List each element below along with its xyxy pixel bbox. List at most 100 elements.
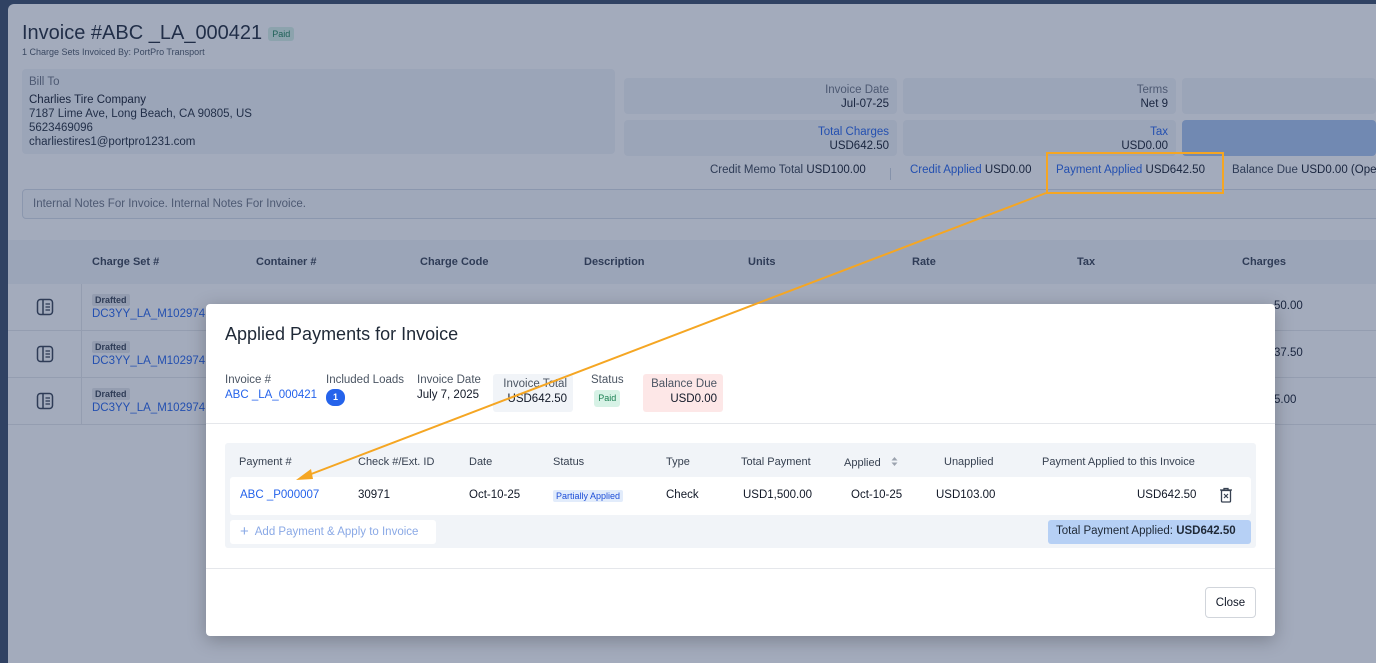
charge-set-link[interactable]: DC3YY_LA_M102974 [92, 308, 206, 320]
charge-amount: 37.50 [1274, 347, 1303, 359]
status-badge: Drafted [92, 294, 130, 306]
payment-applied-link[interactable]: Payment Applied [1056, 164, 1143, 176]
col-unapplied: Unapplied [944, 456, 994, 468]
status-badge: Drafted [92, 341, 130, 353]
charge-amount: 5.00 [1274, 394, 1297, 406]
status-badge: Drafted [92, 388, 130, 400]
balance-due-value: USD0.00 [670, 393, 717, 405]
terms-value: Net 9 [1140, 98, 1169, 110]
close-button[interactable]: Close [1205, 587, 1256, 618]
invoice-subtitle: 1 Charge Sets Invoiced By: PortPro Trans… [22, 47, 205, 57]
page-title: Invoice #ABC _LA_000421 Paid [22, 22, 295, 45]
charge-set-link[interactable]: DC3YY_LA_M102974 [92, 355, 206, 367]
document-icon [36, 298, 53, 316]
charge-amount: 50.00 [1274, 300, 1303, 312]
credit-memo-total: Credit Memo Total USD100.00 [710, 164, 866, 176]
total-payment-applied: Total Payment Applied: USD642.50 [1048, 520, 1251, 544]
document-icon [36, 392, 53, 410]
col-tax: Tax [1077, 256, 1096, 268]
tax-value: USD0.00 [1121, 140, 1168, 152]
total-charges-label[interactable]: Total Charges [818, 126, 889, 138]
total-applied-value: USD642.50 [1176, 525, 1236, 537]
col-date: Date [469, 456, 493, 468]
invoice-total-value: USD642.50 [507, 393, 567, 405]
payment-applied-highlight [1046, 152, 1224, 194]
credit-applied-value: USD0.00 [984, 164, 1032, 176]
invoice-title: Invoice #ABC _LA_000421 [22, 22, 263, 44]
col-applied-label: Applied [844, 457, 881, 469]
divider [206, 568, 1275, 569]
payment-number-link[interactable]: ABC _P000007 [240, 489, 320, 501]
credit-memo-label: Credit Memo Total [710, 164, 804, 176]
charge-set-link[interactable]: DC3YY_LA_M102974 [92, 402, 206, 414]
invoice-total-label: Invoice Total [503, 378, 567, 390]
table-row[interactable]: ABC _P000007 30971 Oct-10-25 Partially A… [230, 477, 1251, 515]
sort-icon[interactable] [890, 456, 899, 467]
info-date: Invoice Date July 7, 2025 [417, 373, 481, 403]
info-invoice: Invoice # ABC _LA_000421 [225, 373, 317, 403]
credit-applied: Credit Applied USD0.00 [910, 164, 1031, 176]
delete-button[interactable] [1219, 487, 1233, 506]
invoice-date-value: Jul-07-25 [841, 98, 889, 110]
balance-due: Balance Due USD0.00 (Ope [1232, 164, 1376, 176]
customer-address: 7187 Lime Ave, Long Beach, CA 90805, US [29, 108, 252, 120]
applied-to-invoice-amount: USD642.50 [1137, 489, 1197, 501]
payment-applied-value: USD642.50 [1145, 164, 1205, 176]
col-charge-set: Charge Set # [92, 256, 160, 268]
payment-applied: Payment Applied USD642.50 [1056, 164, 1205, 176]
charge-set-icon-cell[interactable] [8, 284, 82, 330]
info-balance: Balance Due USD0.00 [643, 374, 723, 412]
included-loads-label: Included Loads [326, 374, 405, 386]
status-badge: Paid [268, 26, 295, 41]
applied-payments-modal: Applied Payments for Invoice Invoice # A… [206, 304, 1275, 636]
col-applied-to-invoice: Payment Applied to this Invoice [1042, 456, 1195, 468]
status-label: Status [591, 374, 624, 386]
col-status: Status [553, 456, 585, 468]
customer-email: charliestires1@portpro1231.com [29, 136, 196, 148]
charge-set-icon-cell[interactable] [8, 331, 82, 377]
terms-label: Terms [1136, 84, 1168, 96]
invoice-date-value: July 7, 2025 [417, 389, 480, 401]
status-badge: Partially Applied [553, 490, 624, 502]
meta-box-empty [1182, 78, 1376, 114]
info-status: Status Paid [591, 373, 624, 407]
trash-icon [1220, 487, 1232, 503]
info-total: Invoice Total USD642.50 [493, 374, 573, 412]
invoice-number-label: Invoice # [225, 374, 272, 386]
invoice-number-link[interactable]: ABC _LA_000421 [225, 389, 318, 401]
col-check: Check #/Ext. ID [358, 456, 435, 468]
balance-due-value: USD0.00 (Ope [1301, 164, 1376, 176]
col-container: Container # [256, 256, 317, 268]
included-loads-count[interactable]: 1 [326, 389, 346, 406]
tax-label[interactable]: Tax [1150, 126, 1168, 138]
col-payment: Payment # [239, 456, 292, 468]
invoice-date-label: Invoice Date [825, 84, 889, 96]
col-type: Type [666, 456, 690, 468]
status-badge: Paid [594, 390, 621, 407]
col-applied[interactable]: Applied [844, 456, 899, 469]
accent-box [1182, 120, 1376, 156]
total-charges-box: Total Charges USD642.50 [624, 120, 897, 156]
add-payment-button[interactable]: + Add Payment & Apply to Invoice [230, 520, 436, 544]
document-icon [36, 345, 53, 363]
terms-box: Terms Net 9 [903, 78, 1176, 114]
plus-icon: + [240, 523, 249, 540]
charge-set-icon-cell[interactable] [8, 378, 82, 424]
unapplied-amount: USD103.00 [936, 489, 996, 501]
divider [206, 423, 1275, 424]
check-number: 30971 [358, 489, 390, 501]
customer-phone: 5623469096 [29, 122, 93, 134]
invoice-date-box: Invoice Date Jul-07-25 [624, 78, 897, 114]
invoice-date-label: Invoice Date [417, 374, 481, 386]
add-payment-label: Add Payment & Apply to Invoice [254, 526, 419, 538]
bill-to-label: Bill To [29, 76, 60, 88]
col-charges: Charges [1242, 256, 1287, 268]
total-payment: USD1,500.00 [743, 489, 813, 501]
balance-due-label: Balance Due [1232, 164, 1298, 176]
info-loads: Included Loads 1 [326, 373, 404, 406]
balance-due-label: Balance Due [651, 378, 717, 390]
credit-applied-link[interactable]: Credit Applied [910, 164, 982, 176]
payments-table: Payment # Check #/Ext. ID Date Status Ty… [225, 443, 1256, 548]
customer-name: Charlies Tire Company [29, 94, 146, 106]
credit-memo-value: USD100.00 [806, 164, 866, 176]
